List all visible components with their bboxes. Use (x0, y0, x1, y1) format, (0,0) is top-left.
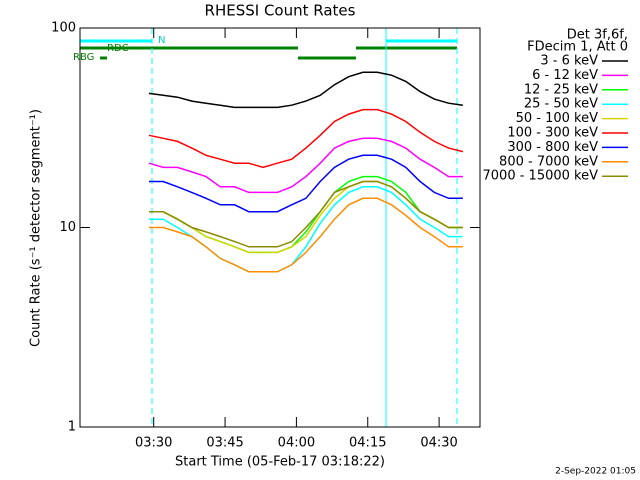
footer: 2-Sep-2022 01:05 (555, 467, 636, 477)
legend-title: Det 3f,6f, (567, 28, 628, 43)
annotation: N (158, 35, 165, 46)
legend-label: 50 - 100 keV (516, 111, 599, 126)
annotation: RBG (73, 52, 94, 63)
series-line (149, 154, 463, 213)
y-tick-label: 10 (59, 220, 76, 235)
series-line (149, 180, 463, 248)
series-line (148, 108, 464, 169)
y-tick-label: 1 (68, 420, 76, 435)
x-tick-label: 04:15 (349, 436, 386, 451)
legend-label: 3 - 6 keV (540, 54, 598, 69)
legend-label: 12 - 25 keV (524, 82, 598, 97)
series-line (148, 71, 464, 109)
legend-label: 6 - 12 keV (532, 68, 598, 83)
x-tick-label: 03:30 (135, 436, 172, 451)
legend-label: 7000 - 15000 keV (483, 169, 599, 184)
y-tick-label: 100 (51, 21, 76, 36)
plot (148, 71, 464, 273)
legend-label: 100 - 300 keV (507, 126, 598, 141)
y-axis-label: Count Rate (s⁻¹ detector segment⁻¹) (29, 109, 44, 347)
legend-label: 800 - 7000 keV (499, 154, 598, 169)
x-tick-label: 04:00 (278, 436, 315, 451)
annotation: RDC (107, 43, 129, 54)
x-tick-label: 03:45 (206, 436, 243, 451)
series-line (148, 137, 463, 194)
chart-title: RHESSI Count Rates (205, 2, 356, 20)
legend-label: 25 - 50 keV (524, 97, 598, 112)
flags (80, 39, 457, 60)
x-tick-label: 04:30 (420, 436, 457, 451)
series-line (149, 197, 463, 273)
legend-label: 300 - 800 keV (507, 140, 598, 155)
legend-title: FDecim 1, Att 0 (527, 40, 628, 55)
x-axis-label: Start Time (05-Feb-17 03:18:22) (175, 455, 385, 470)
